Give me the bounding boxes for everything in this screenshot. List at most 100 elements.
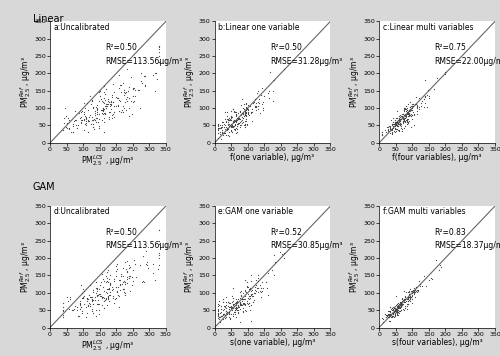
Point — [220, 303, 228, 309]
Point — [220, 307, 228, 312]
Point — [388, 130, 396, 136]
Point — [398, 111, 406, 116]
Point — [400, 305, 408, 310]
Point — [404, 116, 412, 121]
Point — [66, 130, 74, 135]
Point — [77, 282, 85, 288]
Point — [218, 120, 226, 125]
Point — [388, 314, 396, 320]
Y-axis label: PM$_{2.5}^{Ref}$ , μg/m³: PM$_{2.5}^{Ref}$ , μg/m³ — [18, 241, 32, 293]
Point — [254, 278, 262, 284]
Point — [102, 295, 110, 300]
Point — [80, 101, 88, 106]
Point — [106, 292, 114, 298]
Point — [229, 106, 237, 111]
Point — [247, 109, 255, 115]
Point — [228, 305, 236, 310]
Point — [114, 289, 122, 295]
Point — [260, 93, 268, 99]
Point — [243, 298, 251, 303]
Point — [403, 108, 411, 113]
Point — [241, 109, 249, 114]
Point — [378, 131, 386, 137]
Point — [410, 112, 418, 118]
X-axis label: f(four variables), μg/m³: f(four variables), μg/m³ — [392, 153, 482, 162]
Point — [382, 312, 390, 318]
Point — [78, 108, 86, 114]
Point — [122, 108, 130, 113]
Point — [218, 129, 226, 135]
Point — [76, 119, 84, 125]
Point — [114, 95, 122, 101]
Point — [143, 262, 151, 268]
Point — [230, 308, 238, 313]
Point — [246, 103, 254, 109]
Point — [88, 98, 96, 103]
Point — [240, 301, 248, 307]
Point — [408, 292, 416, 298]
Point — [224, 122, 232, 128]
Point — [156, 227, 164, 233]
Point — [100, 110, 108, 115]
Point — [400, 105, 408, 111]
Point — [394, 309, 402, 314]
Point — [248, 303, 256, 308]
Point — [402, 108, 409, 114]
Point — [250, 290, 258, 295]
Point — [106, 109, 114, 115]
Point — [240, 122, 248, 127]
Point — [390, 308, 398, 314]
Point — [230, 124, 238, 129]
Point — [102, 276, 110, 281]
Point — [239, 309, 247, 315]
Point — [237, 122, 245, 127]
Point — [410, 288, 418, 294]
Point — [222, 308, 230, 314]
Point — [396, 299, 404, 305]
Point — [73, 126, 81, 131]
Point — [259, 107, 267, 112]
Point — [404, 110, 412, 116]
Point — [278, 252, 285, 257]
Point — [236, 108, 244, 114]
Point — [408, 103, 416, 108]
Point — [253, 285, 261, 290]
Point — [226, 300, 234, 306]
Point — [418, 283, 426, 288]
Point — [392, 121, 400, 127]
Point — [230, 122, 238, 127]
Point — [232, 315, 240, 320]
Point — [100, 295, 108, 301]
Point — [241, 111, 249, 117]
Point — [242, 105, 250, 111]
Point — [214, 303, 222, 308]
Point — [242, 112, 250, 118]
Point — [408, 111, 416, 117]
Point — [411, 290, 419, 295]
Point — [230, 120, 238, 125]
Point — [232, 304, 240, 309]
Text: f:GAM multi variables: f:GAM multi variables — [382, 207, 465, 216]
Point — [124, 84, 132, 90]
Point — [214, 123, 222, 129]
Point — [68, 308, 76, 313]
Point — [110, 109, 118, 115]
Point — [403, 306, 411, 312]
Point — [64, 116, 72, 121]
Point — [385, 314, 393, 320]
Point — [391, 313, 399, 319]
Point — [100, 305, 108, 311]
Point — [226, 304, 234, 309]
Point — [225, 306, 233, 312]
Point — [414, 104, 422, 110]
Point — [232, 112, 240, 118]
Point — [394, 117, 402, 123]
Point — [394, 305, 402, 311]
Point — [401, 297, 409, 302]
Point — [256, 283, 264, 288]
Point — [408, 105, 416, 110]
Point — [214, 313, 222, 319]
Point — [402, 298, 409, 304]
Point — [406, 106, 414, 112]
Point — [122, 269, 130, 274]
